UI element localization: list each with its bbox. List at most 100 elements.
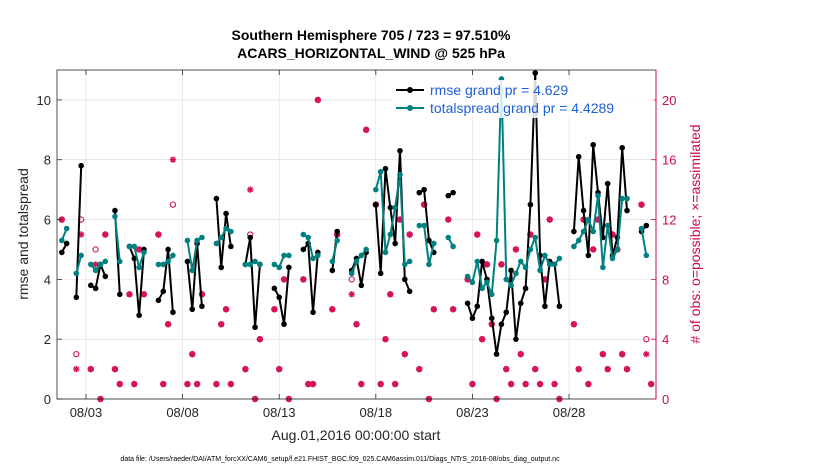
rmse-point xyxy=(513,336,519,342)
y-left-tick-label: 8 xyxy=(44,153,51,168)
spread-point xyxy=(102,258,109,265)
spread-point xyxy=(406,258,413,265)
rmse-point xyxy=(493,351,500,357)
spread-point xyxy=(585,216,592,223)
rmse-line xyxy=(60,72,648,356)
obs-assimilated-point xyxy=(599,350,607,358)
rmse-point xyxy=(286,264,292,271)
spread-point xyxy=(247,261,254,268)
y-left-tick-label: 4 xyxy=(44,272,51,287)
rmse-point xyxy=(402,276,408,283)
rmse-point xyxy=(218,264,225,271)
obs-assimilated-point xyxy=(382,335,389,343)
spread-point xyxy=(445,234,452,241)
spread-point xyxy=(155,261,162,268)
spread-point xyxy=(551,261,558,268)
obs-assimilated-point xyxy=(570,321,578,328)
rmse-point xyxy=(102,273,109,280)
spread-point xyxy=(305,234,311,241)
rmse-point xyxy=(281,321,287,328)
obs-assimilated-point xyxy=(314,96,322,104)
obs-assimilated-point xyxy=(276,365,283,373)
spread-point xyxy=(609,255,616,262)
obs-assimilated-point xyxy=(546,216,553,223)
spread-point xyxy=(571,243,577,250)
spread-point xyxy=(334,237,340,244)
legend-box xyxy=(392,80,654,118)
data-file-footer: data file: /Users/raeder/DAI/ATM_forcXX/… xyxy=(120,456,560,463)
rmse-point xyxy=(88,282,94,289)
rmse-point xyxy=(450,189,456,196)
y-right-tick-label: 8 xyxy=(662,272,669,287)
rmse-point xyxy=(59,249,65,256)
spread-point xyxy=(223,225,229,232)
spread-point xyxy=(59,237,65,244)
obs-assimilated-point xyxy=(623,365,631,373)
obs-assimilated-point xyxy=(522,380,529,388)
spread-point xyxy=(430,240,437,247)
rmse-point xyxy=(474,303,481,310)
spread-point xyxy=(112,213,118,220)
spread-point xyxy=(484,279,490,286)
obs-assimilated-point xyxy=(647,380,655,388)
spread-point xyxy=(310,255,316,262)
spread-point xyxy=(503,276,510,283)
obs-assimilated-point xyxy=(353,321,360,328)
y-right-tick-label: 12 xyxy=(662,213,676,228)
y-right-tick-label: 20 xyxy=(662,93,676,108)
rmse-point xyxy=(575,153,582,160)
legend-marker-spread xyxy=(407,105,413,111)
spread-point xyxy=(624,195,630,202)
rmse-point xyxy=(585,252,592,259)
rmse-point xyxy=(498,321,505,328)
spread-point xyxy=(184,237,191,244)
obs-assimilated-point xyxy=(164,321,172,328)
obs-assimilated-point xyxy=(609,231,616,238)
y-left-tick-label: 0 xyxy=(44,392,51,407)
chart-title-line1: Southern Hemisphere 705 / 723 = 97.510% xyxy=(232,27,512,43)
legend-label-spread: totalspread grand pr = 4.4289 xyxy=(430,100,614,116)
y-right-tick-label: 16 xyxy=(662,153,676,168)
obs-assimilated-point xyxy=(377,380,384,388)
spread-point xyxy=(194,237,200,244)
legend: rmse grand pr = 4.629 totalspread grand … xyxy=(392,80,654,118)
rmse-point xyxy=(503,309,510,316)
spread-point xyxy=(160,261,167,268)
rmse-point xyxy=(397,147,403,154)
spread-point xyxy=(402,261,408,268)
obs-assimilated-point xyxy=(590,246,597,253)
obs-assimilated-point xyxy=(135,246,143,253)
obs-assimilated-point xyxy=(218,321,225,328)
obs-assimilated-point xyxy=(604,365,611,373)
obs-assimilated-point xyxy=(391,380,399,388)
rmse-point xyxy=(387,204,394,211)
rmse-point xyxy=(73,294,80,301)
spread-point xyxy=(426,261,432,268)
obs-possible-point xyxy=(348,276,355,283)
rmse-point xyxy=(571,228,577,235)
rmse-point xyxy=(223,210,229,217)
spread-point xyxy=(73,270,80,277)
x-tick-label: 08/18 xyxy=(360,405,393,420)
obs-assimilated-point xyxy=(189,350,196,358)
obs-assimilated-point xyxy=(474,231,481,238)
obs-assimilated-point xyxy=(348,291,355,298)
rmse-point xyxy=(189,306,196,313)
rmse-point xyxy=(276,294,283,301)
rmse-point xyxy=(252,324,258,331)
obs-assimilated-point xyxy=(193,380,201,388)
rmse-point xyxy=(527,201,534,208)
obs-assimilated-point xyxy=(430,306,437,313)
spread-point xyxy=(92,267,99,274)
spread-point xyxy=(382,249,389,256)
obs-assimilated-point xyxy=(256,335,264,343)
rmse-point xyxy=(78,162,84,169)
spread-point xyxy=(614,246,621,253)
obs-assimilated-point xyxy=(532,365,539,373)
rmse-point xyxy=(310,309,316,316)
spread-point xyxy=(416,222,423,229)
spread-point xyxy=(638,225,645,232)
obs-assimilated-point xyxy=(469,380,476,388)
spread-point xyxy=(165,258,171,265)
y-right-tick-label: 4 xyxy=(662,332,669,347)
